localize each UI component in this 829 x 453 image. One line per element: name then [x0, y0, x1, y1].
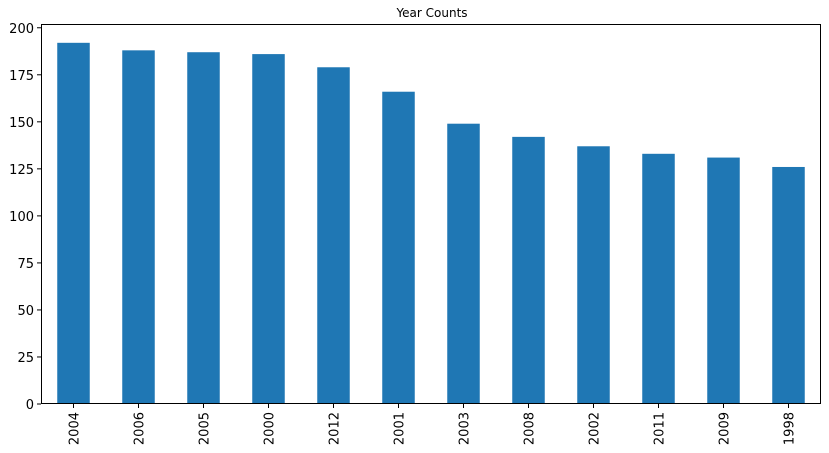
y-tick-label: 0 — [26, 398, 34, 413]
x-axis: 2004 2006 2005 2000 2012 2001 2003 2008 2002 2011… — [68, 404, 798, 445]
y-tick-label: 125 — [9, 163, 34, 178]
y-tick-label: 75 — [17, 257, 34, 272]
x-tick-label: 2008 — [523, 412, 538, 445]
bar-2002 — [577, 146, 610, 404]
bar-2005 — [187, 52, 220, 404]
bar-2006 — [122, 50, 155, 404]
bar-2011 — [642, 153, 675, 404]
bar-2004 — [57, 42, 90, 404]
x-tick-label: 2009 — [718, 412, 733, 445]
x-tick-label: 2004 — [68, 412, 83, 445]
chart-title: Year Counts — [395, 6, 467, 20]
x-tick-label: 2011 — [653, 412, 668, 445]
bar-1998 — [772, 166, 805, 404]
x-tick-label: 2012 — [328, 412, 343, 445]
bar-2008 — [512, 136, 545, 405]
x-tick-label: 1998 — [783, 412, 798, 445]
x-tick-label: 2000 — [263, 412, 278, 445]
x-tick-label: 2006 — [133, 412, 148, 445]
y-tick-label: 150 — [9, 116, 34, 131]
bar-2001 — [382, 91, 415, 404]
y-tick-label: 50 — [17, 304, 34, 319]
plot-frame — [41, 24, 821, 404]
x-tick-label: 2003 — [458, 412, 473, 445]
y-axis: 0 25 50 75 100 125 150 175 200 — [9, 22, 41, 413]
y-tick-label: 25 — [17, 351, 34, 366]
bar-2009 — [707, 157, 740, 404]
bar-2000 — [252, 54, 285, 405]
bar-2012 — [317, 67, 350, 404]
bars-group — [57, 42, 805, 405]
bar-2003 — [447, 123, 480, 404]
y-tick-label: 175 — [9, 69, 34, 84]
x-tick-label: 2001 — [393, 412, 408, 445]
y-tick-label: 200 — [9, 22, 34, 37]
x-tick-label: 2002 — [588, 412, 603, 445]
x-tick-label: 2005 — [198, 412, 213, 445]
y-tick-label: 100 — [9, 210, 34, 225]
